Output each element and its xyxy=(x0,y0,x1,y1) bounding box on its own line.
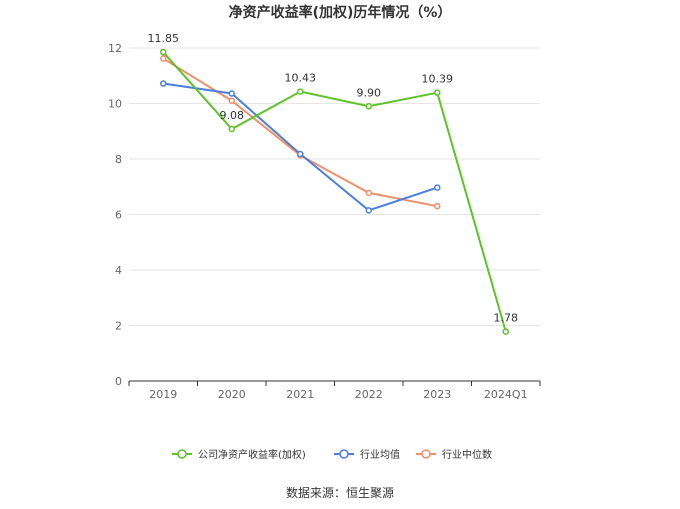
x-tick-label: 2023 xyxy=(423,388,451,401)
y-tick-label: 6 xyxy=(115,209,122,222)
data-label: 1.78 xyxy=(494,312,519,325)
data-point xyxy=(365,103,372,110)
x-tick-label: 2020 xyxy=(218,388,246,401)
data-label: 9.90 xyxy=(357,86,382,99)
data-point xyxy=(160,80,167,87)
legend-item-2: 行业中位数 xyxy=(416,448,492,461)
legend-label: 行业中位数 xyxy=(442,448,492,461)
data-point xyxy=(502,328,509,335)
series-line-1 xyxy=(163,82,438,212)
chart-title: 净资产收益率(加权)历年情况（%） xyxy=(229,4,452,21)
axes: 0 2 4 6 8 10 12 2019 2020 2021 2022 2023 2024Q1 xyxy=(108,42,541,401)
data-point xyxy=(160,55,167,62)
data-point xyxy=(297,150,304,158)
y-tick-label: 0 xyxy=(115,375,122,388)
data-point xyxy=(365,189,372,197)
grid-lines xyxy=(129,47,540,326)
x-tick-label: 2021 xyxy=(286,388,314,401)
data-point xyxy=(434,184,441,191)
data-point xyxy=(228,125,235,133)
x-tick-label: 2019 xyxy=(149,388,177,401)
data-point xyxy=(297,88,304,95)
y-tick-label: 2 xyxy=(115,320,122,333)
data-labels: 11.85 9.08 10.43 9.90 10.39 1.78 xyxy=(148,32,519,324)
y-tick-label: 8 xyxy=(115,153,122,166)
source-note: 数据来源：恒生聚源 xyxy=(286,485,394,500)
legend-label: 行业均值 xyxy=(360,448,400,461)
x-tick-label: 2022 xyxy=(355,388,383,401)
data-label: 11.85 xyxy=(148,32,180,45)
legend-marker xyxy=(177,449,187,459)
legend-marker xyxy=(339,449,349,459)
data-point xyxy=(228,90,235,97)
legend-label: 公司净资产收益率(加权) xyxy=(198,448,306,461)
data-point xyxy=(434,202,441,210)
data-point xyxy=(365,207,372,214)
data-label: 10.39 xyxy=(422,73,454,86)
legend-item-1: 行业均值 xyxy=(334,448,400,461)
y-tick-label: 10 xyxy=(108,98,122,111)
data-point xyxy=(160,48,167,56)
data-label: 9.08 xyxy=(220,109,245,122)
data-point xyxy=(434,89,441,96)
data-point xyxy=(228,97,235,104)
legend-marker xyxy=(421,449,431,459)
x-tick-label: 2024Q1 xyxy=(484,388,528,401)
legend: 公司净资产收益率(加权) 行业均值 行业中位数 xyxy=(172,448,492,461)
data-label: 10.43 xyxy=(285,72,317,85)
series-line-0 xyxy=(162,51,507,332)
series-lines xyxy=(160,48,509,335)
y-tick-label: 12 xyxy=(108,42,122,55)
y-tick-label: 4 xyxy=(115,264,122,277)
legend-item-0: 公司净资产收益率(加权) xyxy=(172,448,306,461)
